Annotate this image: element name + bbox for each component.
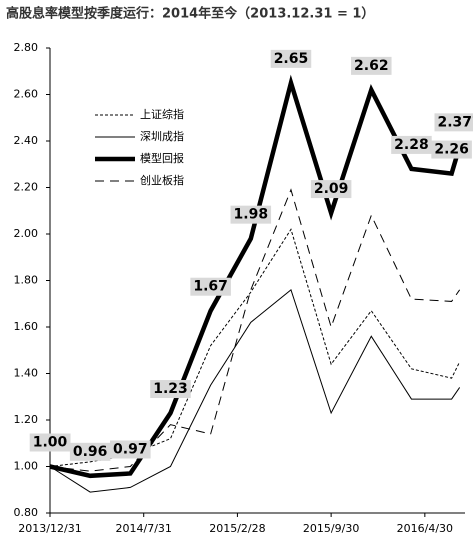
- data-label-bg: [69, 442, 111, 461]
- data-label-bg: [110, 440, 151, 459]
- data-label-text: 2.09: [314, 181, 349, 197]
- y-tick-label: 1.00: [14, 460, 39, 473]
- data-label-bg: [351, 56, 392, 75]
- series-line: [49, 288, 461, 493]
- chart-title: 高股息率模型按季度运行：2014年至今（2013.12.31 = 1）: [6, 6, 374, 22]
- data-label: 1.98: [230, 205, 272, 224]
- y-tick-label: 1.80: [14, 274, 39, 287]
- legend-label: 创业板指: [140, 173, 184, 187]
- data-label-text: 1.98: [234, 207, 269, 223]
- data-label: 1.23: [150, 380, 191, 399]
- y-tick-label: 0.80: [14, 506, 39, 519]
- y-tick-label: 2.00: [14, 227, 39, 240]
- y-tick-label: 1.20: [14, 413, 39, 426]
- data-label-text: 1.67: [193, 279, 228, 295]
- y-tick-label: 2.40: [14, 134, 39, 147]
- data-label-text: 1.00: [33, 435, 68, 451]
- data-label-bg: [434, 113, 473, 132]
- data-label-bg: [230, 205, 272, 224]
- data-label-text: 2.26: [434, 142, 469, 158]
- y-tick-label: 1.60: [14, 320, 39, 333]
- data-label-bg: [431, 140, 472, 159]
- data-label-bg: [29, 433, 71, 452]
- data-label: 2.09: [310, 180, 352, 199]
- x-tick-label: 2015/2/28: [209, 522, 265, 535]
- data-label-text: 0.97: [113, 441, 148, 457]
- y-tick-label: 2.80: [14, 41, 39, 54]
- y-tick-label: 1.40: [14, 367, 39, 380]
- data-label-bg: [190, 277, 231, 296]
- data-label-bg: [150, 380, 191, 399]
- x-tick-label: 2016/4/30: [397, 522, 453, 535]
- data-label: 2.26: [431, 140, 472, 159]
- x-tick-label: 2014/7/31: [116, 522, 172, 535]
- y-tick-label: 2.60: [14, 88, 39, 101]
- data-label-text: 2.28: [394, 137, 429, 153]
- data-label: 2.28: [391, 135, 432, 154]
- y-tick-label: 2.20: [14, 181, 39, 194]
- data-label: 1.67: [190, 277, 231, 296]
- legend-label: 模型回报: [140, 151, 184, 165]
- data-label-bg: [391, 135, 432, 154]
- x-tick-label: 2015/9/30: [303, 522, 359, 535]
- series-line: [49, 188, 461, 472]
- data-label: 2.377: [434, 113, 473, 132]
- data-label: 0.97: [110, 440, 151, 459]
- legend-label: 上证综指: [140, 107, 184, 121]
- data-label: 2.65: [270, 49, 312, 68]
- data-label: 0.96: [69, 442, 111, 461]
- series-line: [49, 74, 462, 479]
- data-label: 2.62: [351, 56, 392, 75]
- data-label: 1.00: [29, 433, 71, 452]
- data-label-text: 2.65: [274, 51, 309, 67]
- data-label-bg: [270, 49, 312, 68]
- legend-label: 深圳成指: [140, 129, 184, 143]
- x-tick-label: 2013/12/31: [18, 522, 81, 535]
- data-label-text: 2.377: [437, 114, 473, 130]
- data-label-text: 0.96: [73, 444, 108, 460]
- data-label-bg: [310, 180, 352, 199]
- data-label-text: 1.23: [153, 381, 188, 397]
- series-line: [49, 228, 461, 467]
- data-label-text: 2.62: [354, 58, 389, 74]
